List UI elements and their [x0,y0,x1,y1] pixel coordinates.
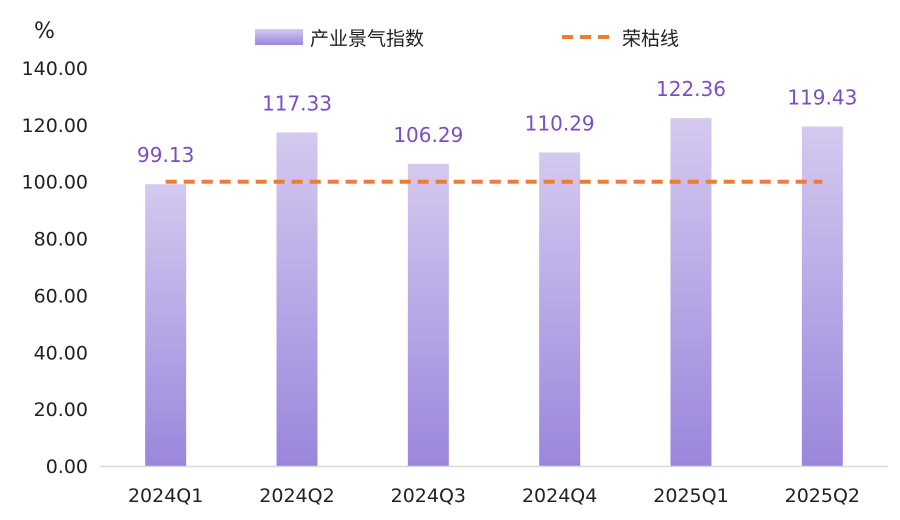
data-label: 110.29 [525,111,595,135]
y-tick-label: 20.00 [34,399,88,421]
data-label: 122.36 [656,77,726,101]
legend: 产业景气指数 荣枯线 [255,28,679,50]
x-tick-label: 2025Q2 [785,485,860,507]
x-tick-label: 2024Q3 [391,485,466,507]
bar [670,118,712,466]
data-label: 106.29 [393,123,463,147]
legend-label-line: 荣枯线 [622,28,679,50]
y-axis-unit: % [34,19,55,44]
data-label: 119.43 [787,85,857,109]
bar [801,126,843,466]
y-tick-label: 100.00 [22,172,88,194]
bar [145,184,187,467]
legend-swatch-bars [255,29,303,45]
y-tick-label: 140.00 [22,58,88,80]
x-tick-label: 2024Q1 [128,485,203,507]
bar [276,132,318,466]
bar [407,163,449,467]
y-tick-label: 120.00 [22,115,88,137]
y-tick-label: 80.00 [34,229,88,251]
x-tick-label: 2025Q1 [653,485,728,507]
bar [539,152,581,466]
y-tick-label: 0.00 [46,456,88,478]
bar-series [145,118,843,467]
data-labels: 99.13 117.33 106.29 110.29 122.36 119.43 [137,77,857,167]
x-tick-label: 2024Q4 [522,485,597,507]
data-label: 99.13 [137,143,194,167]
x-tick-label: 2024Q2 [259,485,334,507]
y-tick-label: 60.00 [34,285,88,307]
data-label: 117.33 [262,91,332,115]
y-tick-label: 40.00 [34,342,88,364]
legend-label-bars: 产业景气指数 [310,28,424,50]
x-axis: 2024Q1 2024Q2 2024Q3 2024Q4 2025Q1 2025Q2 [128,485,860,507]
y-axis: 0.00 20.00 40.00 60.00 80.00 100.00 120.00 140.… [22,58,88,478]
